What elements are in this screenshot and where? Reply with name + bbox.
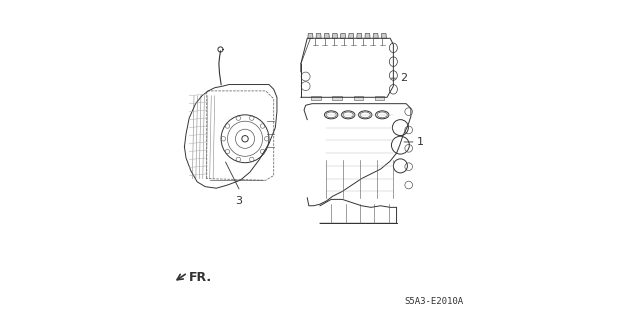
Polygon shape xyxy=(381,33,387,38)
Polygon shape xyxy=(324,33,330,38)
Polygon shape xyxy=(349,33,354,38)
Bar xyxy=(311,96,321,100)
Bar xyxy=(354,96,363,100)
Polygon shape xyxy=(340,33,346,38)
Polygon shape xyxy=(332,33,337,38)
Text: S5A3-E2010A: S5A3-E2010A xyxy=(404,297,463,306)
Text: 1: 1 xyxy=(417,137,424,147)
Polygon shape xyxy=(373,33,378,38)
Text: 3: 3 xyxy=(235,196,242,206)
Polygon shape xyxy=(356,33,362,38)
Bar xyxy=(375,96,385,100)
Polygon shape xyxy=(316,33,321,38)
Text: FR.: FR. xyxy=(189,271,212,284)
Text: 2: 2 xyxy=(400,73,407,83)
Bar xyxy=(332,96,342,100)
Polygon shape xyxy=(365,33,370,38)
Polygon shape xyxy=(308,33,313,38)
